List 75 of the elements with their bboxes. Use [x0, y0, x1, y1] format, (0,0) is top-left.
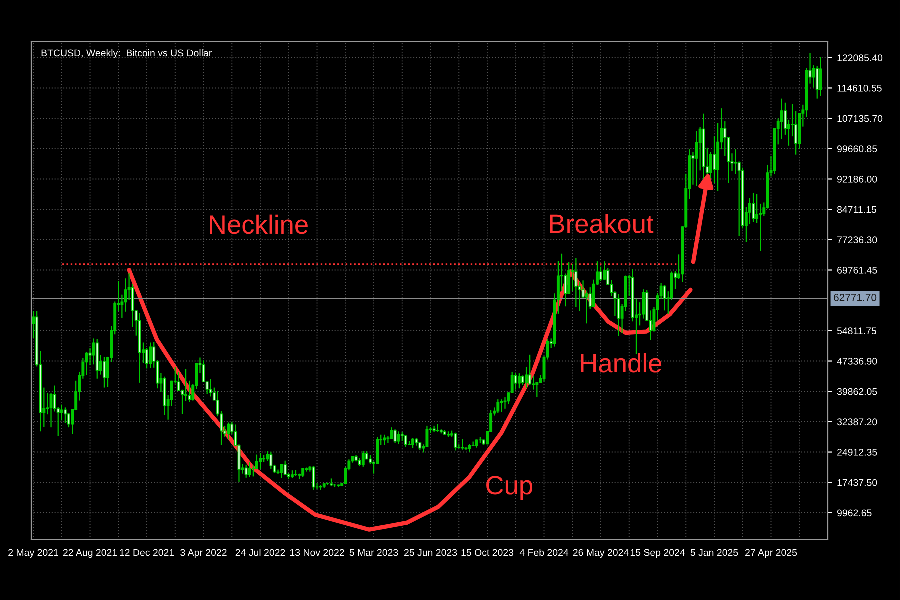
candlestick: [518, 373, 521, 390]
candlestick: [663, 284, 666, 312]
candlestick: [60, 404, 64, 422]
x-tick-label: 25 Jun 2023: [404, 549, 458, 556]
candlestick: [270, 451, 273, 470]
candlestick: [454, 432, 458, 452]
text: BTCUSD, Weekly: Bitcoin vs US Dollar: [42, 49, 212, 59]
x-tick-label: 5 Mar 2023: [350, 549, 398, 556]
y-tick-label: 47336.90: [837, 358, 878, 365]
candlestick: [734, 149, 738, 175]
candlestick: [64, 407, 67, 424]
x-tick-label: 15 Sep 2024: [630, 549, 686, 558]
x-tick-label: 27 Apr 2025: [746, 549, 798, 558]
x-tick-label: 24 Jul 2022: [236, 549, 286, 556]
annotation: Breakout: [550, 214, 654, 234]
candlestick: [227, 422, 230, 440]
candlestick: [85, 352, 88, 376]
candlestick: [585, 290, 588, 324]
candlestick: [259, 452, 262, 470]
x-tick-label: 3 Apr 2022: [180, 549, 227, 558]
candlestick: [461, 438, 464, 450]
y-tick-label: 32387.20: [837, 418, 878, 426]
y-tick-label: 122085.40: [838, 54, 883, 62]
x-tick-label: 12 Dec 2021: [120, 549, 174, 556]
x-tick-label: 26 May 2024: [573, 549, 629, 558]
candlestick: [521, 375, 524, 386]
candlestick: [252, 465, 255, 478]
annotation: Cup: [486, 476, 532, 500]
y-tick-label: 92186.00: [837, 176, 878, 183]
candlestick: [713, 136, 716, 184]
candlestick: [312, 466, 316, 491]
candlestick: [362, 450, 365, 468]
y-tick-label: 69761.45: [838, 266, 878, 274]
y-tick-label: 77236.30: [838, 236, 878, 244]
x-tick-label: 15 Oct 2023: [462, 549, 514, 556]
candlestick: [500, 399, 504, 413]
candlestick: [248, 462, 252, 478]
annotation: Handle: [581, 353, 662, 373]
candlestick: [149, 342, 152, 369]
ref-line-label: 62771.70: [834, 294, 877, 302]
candlestick: [695, 130, 698, 187]
y-tick-label: 99660.85: [837, 146, 878, 153]
y-tick-label: 114610.55: [838, 84, 882, 92]
candlestick: [819, 56, 822, 97]
candlestick: [209, 378, 212, 398]
candlestick: [528, 354, 532, 386]
candlestick: [280, 464, 284, 479]
x-tick-label: 5 Jan 2025: [690, 549, 738, 556]
candlestick: [244, 464, 248, 478]
ref-line-label: Neckline: [210, 214, 308, 234]
y-tick-label: 54811.75: [837, 328, 876, 335]
candlestick: [102, 356, 106, 388]
x-tick-label: 13 Nov 2022: [290, 549, 344, 556]
candlestick: [412, 438, 415, 449]
x-tick-label: 22 Aug 2021: [63, 549, 118, 558]
y-tick-label: 107135.70: [838, 115, 883, 122]
candlestick: [394, 429, 397, 444]
y-tick-label: 9962.65: [837, 510, 872, 517]
x-tick-label: 2 May 2021: [8, 549, 58, 558]
candlestick: [284, 460, 287, 476]
x-tick-label: 4 Feb 2024: [520, 549, 569, 556]
candlestick: [397, 431, 400, 445]
candlestick: [514, 372, 518, 390]
y-tick-label: 24912.35: [838, 449, 878, 456]
candlestick: [600, 266, 602, 282]
y-tick-label: 84711.15: [837, 206, 876, 214]
candlestick: [496, 399, 500, 414]
candlestick: [177, 371, 180, 392]
candlestick: [383, 434, 386, 446]
y-tick-label: 39862.05: [837, 388, 878, 396]
candlestick: [525, 366, 528, 389]
candlestick: [752, 192, 755, 223]
candlestick: [574, 258, 578, 308]
y-tick-label: 17437.50: [838, 479, 878, 486]
candlestick: [404, 435, 408, 448]
